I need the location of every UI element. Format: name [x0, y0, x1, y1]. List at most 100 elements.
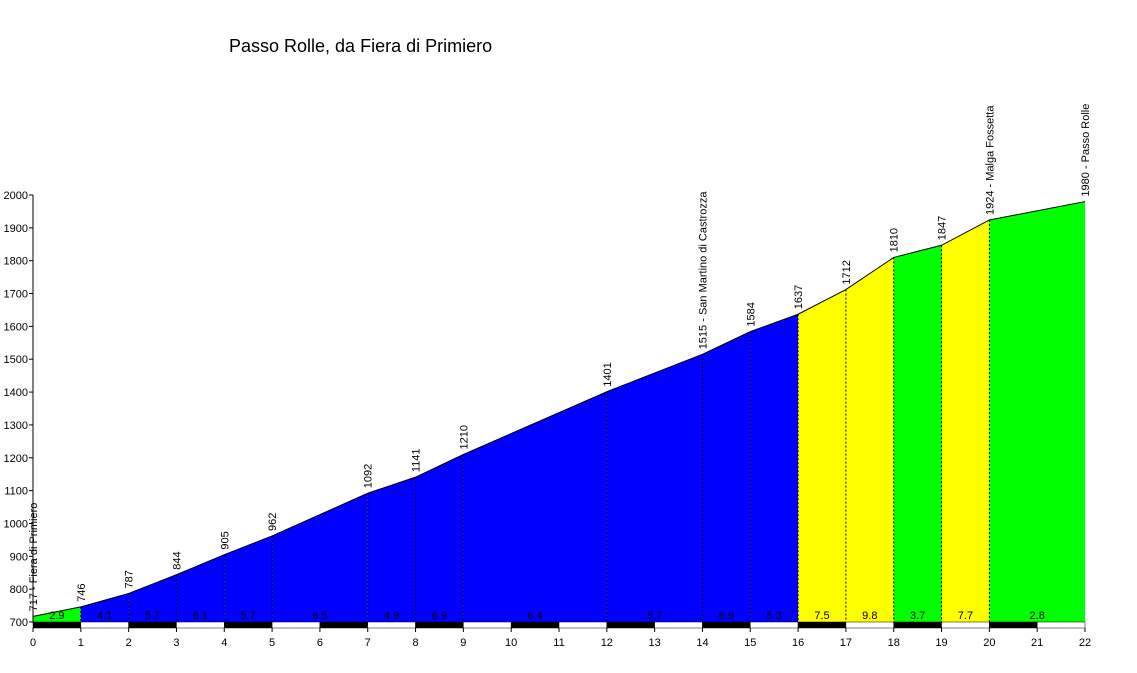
km-scale-bar-6 — [319, 621, 368, 629]
km-scale-bar-11 — [558, 621, 608, 629]
gradient-segment-area-0 — [33, 606, 81, 622]
x-tick-label-20: 20 — [983, 637, 995, 649]
gradient-segment-area-6 — [367, 477, 416, 622]
km-scale-bar-18 — [893, 621, 942, 629]
km-scale-bar-3 — [176, 621, 225, 629]
x-tick-label-14: 14 — [696, 637, 708, 649]
km-scale-bar-16 — [797, 621, 847, 629]
km-scale-bar-15 — [750, 621, 799, 629]
point-label-9: 1401 — [602, 362, 614, 386]
x-tick-label-17: 17 — [840, 637, 852, 649]
point-label-6: 1092 — [363, 464, 375, 488]
y-tick-label-4: 1100 — [4, 486, 28, 498]
gradient-label-6: 4.9 — [384, 610, 399, 622]
point-label-16: 1924 - Malga Fossetta — [984, 105, 996, 215]
chart-title: Passo Rolle, da Fiera di Primiero — [229, 36, 493, 56]
km-scale-bar-5 — [271, 621, 321, 629]
gradient-segment-area-5 — [272, 493, 368, 622]
gradient-label-9: 5.7 — [647, 610, 662, 622]
y-tick-label-9: 1600 — [4, 321, 28, 333]
gradient-segment-area-2 — [128, 574, 177, 622]
km-scale-bar-7 — [367, 621, 416, 629]
gradient-label-14: 3.7 — [910, 610, 925, 622]
gradient-segment-area-9 — [606, 354, 703, 622]
gradient-label-12: 7.5 — [814, 610, 829, 622]
gradient-label-1: 4.1 — [97, 610, 112, 622]
gradient-label-13: 9.8 — [862, 610, 877, 622]
x-tick-label-5: 5 — [269, 637, 275, 649]
km-scale-bar-9 — [463, 621, 512, 629]
km-scale-bar-20 — [989, 621, 1038, 629]
gradient-segment-area-1 — [80, 593, 129, 622]
x-tick-label-10: 10 — [505, 637, 517, 649]
km-scale-bar-21 — [1036, 621, 1086, 629]
point-label-15: 1847 — [937, 216, 949, 240]
x-tick-label-22: 22 — [1079, 637, 1091, 649]
x-tick-label-15: 15 — [744, 637, 756, 649]
point-label-13: 1712 — [841, 260, 853, 284]
x-tick-label-1: 1 — [78, 637, 84, 649]
x-tick-label-3: 3 — [173, 637, 179, 649]
x-tick-label-6: 6 — [317, 637, 323, 649]
point-label-11: 1584 — [745, 302, 757, 326]
gradient-segment-area-12 — [798, 289, 846, 622]
elevation-profile-line — [32, 201, 1086, 617]
gradient-segment-area-10 — [702, 331, 751, 622]
gradient-label-5: 6.5 — [312, 610, 327, 622]
x-tick-label-7: 7 — [365, 637, 371, 649]
gradient-label-8: 6.4 — [527, 610, 542, 622]
y-tick-label-6: 1300 — [4, 420, 28, 432]
x-tick-label-16: 16 — [792, 637, 804, 649]
y-tick-label-10: 1700 — [4, 289, 28, 301]
gradient-label-0: 2.9 — [49, 610, 64, 622]
point-label-3: 844 — [171, 551, 183, 569]
point-label-8: 1210 — [458, 425, 470, 449]
y-tick-label-3: 1000 — [4, 518, 28, 530]
y-tick-label-8: 1500 — [4, 354, 28, 366]
gradient-segment-area-14 — [893, 245, 942, 622]
km-scale-bar-13 — [654, 621, 703, 629]
x-tick-label-4: 4 — [221, 637, 227, 649]
gradient-label-7: 6.9 — [432, 610, 447, 622]
x-tick-label-8: 8 — [412, 637, 418, 649]
x-tick-label-9: 9 — [460, 637, 466, 649]
km-scale-bar-14 — [702, 621, 751, 629]
gradient-segment-area-7 — [415, 454, 464, 622]
x-tick-label-21: 21 — [1031, 637, 1043, 649]
gradient-label-4: 5.7 — [241, 610, 256, 622]
y-tick-label-1: 800 — [10, 584, 28, 596]
gradient-label-16: 2.8 — [1030, 610, 1045, 622]
gradient-segment-area-15 — [941, 219, 990, 622]
point-label-0: 717 - Fiera di Primiero — [28, 503, 40, 612]
x-tick-label-13: 13 — [649, 637, 661, 649]
y-tick-label-11: 1800 — [4, 256, 28, 268]
point-label-17: 1980 - Passo Rolle — [1080, 104, 1092, 197]
gradient-segment-area-11 — [750, 314, 799, 622]
y-tick-label-12: 1900 — [4, 223, 28, 235]
point-label-5: 962 — [267, 513, 279, 531]
gradient-segment-area-8 — [463, 391, 607, 622]
km-scale-bar-2 — [128, 621, 177, 629]
point-label-7: 1141 — [411, 448, 423, 472]
gradient-label-11: 5.3 — [767, 610, 782, 622]
point-label-1: 746 — [76, 584, 88, 602]
y-tick-label-0: 700 — [10, 617, 28, 629]
km-scale-bar-4 — [224, 621, 273, 629]
gradient-segment-area-3 — [176, 554, 225, 622]
y-tick-label-2: 900 — [10, 551, 28, 563]
point-label-2: 787 — [124, 570, 136, 588]
x-tick-label-12: 12 — [601, 637, 613, 649]
km-scale-bar-0 — [32, 621, 82, 629]
km-scale-bar-10 — [510, 621, 560, 629]
km-scale-bar-1 — [80, 621, 129, 629]
gradient-segment-area-16 — [989, 201, 1085, 623]
km-scale-bar-8 — [415, 621, 464, 629]
y-tick-label-13: 2000 — [4, 190, 28, 202]
x-tick-label-0: 0 — [30, 637, 36, 649]
km-scale-bar-17 — [845, 621, 894, 629]
x-tick-label-2: 2 — [126, 637, 132, 649]
point-label-4: 905 — [219, 531, 231, 549]
y-tick-label-5: 1200 — [4, 453, 28, 465]
x-tick-label-11: 11 — [553, 637, 564, 649]
